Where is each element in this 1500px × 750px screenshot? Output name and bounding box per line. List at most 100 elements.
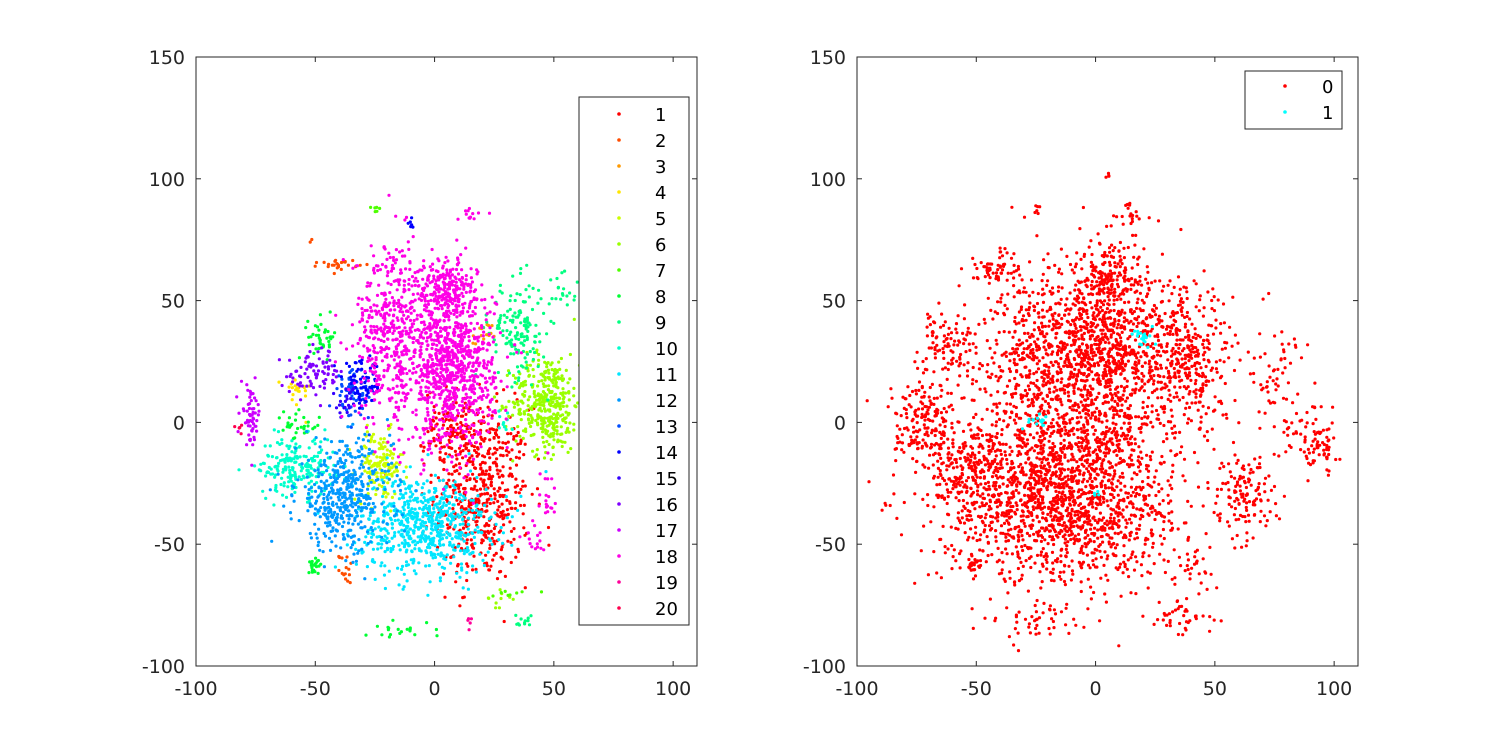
data-point [430, 357, 434, 362]
data-point [538, 539, 542, 543]
data-point [357, 505, 361, 509]
data-point [396, 375, 400, 379]
data-point [386, 337, 390, 341]
data-point [515, 591, 519, 595]
data-point [461, 388, 465, 392]
data-point [445, 395, 449, 399]
x-tick-label: 100 [1316, 678, 1352, 700]
data-point [456, 502, 461, 506]
data-point [396, 405, 401, 409]
data-point [363, 308, 367, 313]
data-point [431, 419, 436, 423]
data-point [445, 498, 449, 502]
data-point [442, 566, 447, 570]
data-point [303, 360, 307, 364]
data-point [543, 378, 547, 382]
data-point [375, 471, 379, 475]
data-point [316, 350, 320, 354]
data-point [409, 558, 413, 562]
data-point [413, 543, 417, 547]
data-point [380, 308, 385, 312]
data-point [1021, 538, 1025, 542]
data-point [482, 515, 486, 519]
data-point [543, 394, 548, 398]
data-point [253, 424, 257, 428]
data-point [400, 541, 404, 545]
data-point [416, 279, 420, 283]
data-point [341, 510, 345, 514]
data-point [382, 322, 386, 326]
data-point [411, 235, 415, 239]
data-point [402, 451, 406, 455]
data-point [555, 399, 559, 403]
data-point [376, 517, 380, 521]
data-point [472, 432, 476, 436]
data-point [483, 455, 487, 459]
data-point [558, 407, 563, 411]
data-point [426, 275, 430, 279]
data-point [471, 341, 475, 345]
data-point [320, 448, 324, 452]
data-point [353, 409, 357, 413]
data-point [418, 518, 422, 522]
data-point [504, 513, 508, 517]
data-point [341, 258, 345, 262]
data-point [350, 499, 354, 503]
data-point [416, 338, 420, 343]
series-6-points [486, 317, 587, 610]
data-point [293, 451, 297, 455]
data-point [431, 539, 435, 543]
data-point [504, 405, 508, 409]
data-point [418, 436, 422, 440]
data-point [418, 335, 422, 339]
data-point [307, 499, 311, 503]
data-point [438, 576, 442, 580]
data-point [538, 472, 542, 476]
data-point [436, 476, 440, 480]
data-point [400, 310, 405, 314]
data-point [480, 437, 484, 441]
data-point [442, 288, 446, 292]
data-point [550, 368, 554, 372]
data-point [300, 462, 304, 466]
data-point [564, 391, 568, 395]
data-point [499, 569, 503, 574]
data-point [426, 278, 430, 282]
data-point [423, 396, 427, 400]
data-point [277, 416, 281, 420]
data-point [428, 328, 432, 332]
data-point [464, 345, 468, 349]
data-point [494, 601, 498, 605]
data-point [566, 381, 570, 385]
data-point [400, 304, 404, 308]
data-point [472, 477, 477, 481]
data-point [363, 469, 367, 473]
data-point [454, 371, 458, 375]
data-point [473, 305, 477, 310]
data-point [508, 318, 512, 322]
data-point [519, 332, 523, 336]
data-point [317, 486, 321, 490]
data-point [319, 322, 323, 326]
data-point [371, 547, 375, 551]
data-point [294, 412, 298, 416]
data-point [400, 249, 404, 253]
data-point [474, 430, 478, 434]
data-point [473, 541, 477, 546]
data-point [509, 529, 514, 534]
data-point [483, 297, 487, 302]
data-point [483, 503, 487, 507]
data-point [434, 325, 438, 329]
data-point [555, 425, 559, 429]
data-point [404, 487, 408, 491]
data-point [387, 477, 391, 481]
data-point [356, 341, 360, 346]
data-point [549, 457, 553, 461]
data-point [442, 501, 446, 505]
data-point [475, 382, 479, 386]
data-point [385, 355, 389, 359]
data-point [248, 402, 252, 406]
data-point [523, 356, 527, 360]
data-point [473, 528, 477, 532]
data-point [375, 455, 379, 459]
